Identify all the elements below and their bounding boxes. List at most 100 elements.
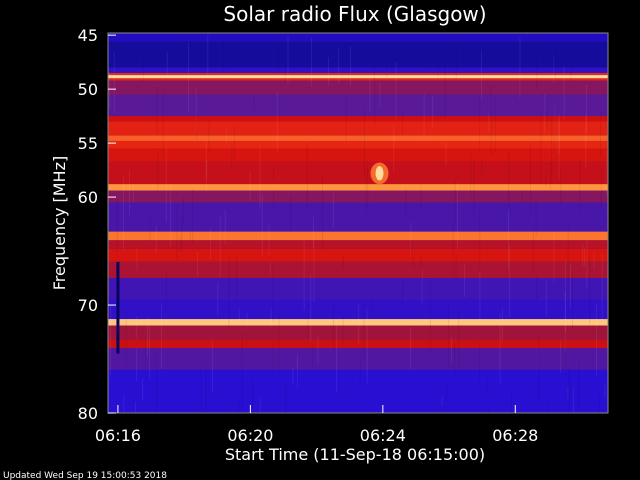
noise-streak [379, 83, 381, 108]
noise-streak [249, 171, 251, 202]
noise-streak [569, 370, 571, 405]
noise-streak [570, 264, 572, 309]
frequency-band [108, 121, 608, 136]
noise-streak [586, 238, 588, 289]
frequency-band [108, 278, 608, 300]
noise-streak [444, 62, 446, 119]
noise-streak [530, 142, 532, 213]
noise-streak [272, 266, 274, 322]
noise-streak [499, 313, 501, 385]
noise-streak [142, 377, 144, 401]
noise-streak [593, 251, 595, 271]
noise-streak [427, 57, 429, 69]
noise-streak [573, 388, 575, 413]
noise-streak [519, 37, 521, 99]
noise-streak [116, 200, 118, 253]
noise-streak [156, 349, 158, 413]
noise-streak [402, 280, 404, 292]
noise-streak [421, 269, 423, 305]
noise-streak [241, 334, 243, 409]
noise-streak [165, 147, 167, 223]
noise-streak [455, 254, 457, 282]
y-tick-label: 45 [78, 26, 98, 45]
noise-streak [223, 35, 225, 75]
noise-streak [405, 188, 407, 221]
noise-streak [338, 47, 340, 84]
noise-streak [246, 312, 248, 328]
frequency-band [108, 190, 608, 203]
noise-streak [441, 394, 443, 406]
noise-streak [578, 362, 580, 413]
noise-streak [136, 348, 138, 382]
x-tick-label: 06:28 [492, 426, 538, 445]
noise-streak [224, 209, 226, 245]
noise-streak [564, 259, 566, 333]
data-gap [116, 261, 120, 354]
noise-streak [547, 402, 549, 413]
noise-streak [533, 33, 535, 54]
noise-streak [284, 59, 286, 84]
y-axis-label: Frequency [MHz] [50, 156, 69, 290]
noise-streak [209, 228, 211, 260]
noise-streak [231, 143, 233, 172]
noise-streak [207, 34, 209, 78]
frequency-band [108, 41, 608, 68]
noise-streak [454, 180, 456, 226]
noise-streak [536, 276, 538, 300]
noise-streak [113, 52, 115, 113]
noise-streak [273, 191, 275, 209]
noise-streak [311, 37, 313, 87]
noise-streak [535, 202, 537, 237]
noise-streak [155, 225, 157, 253]
noise-streak [544, 93, 546, 135]
x-axis: 06:16 06:20 06:24 06:28 [95, 405, 538, 445]
noise-streak [149, 216, 151, 243]
noise-streak [446, 385, 448, 402]
noise-streak [322, 175, 324, 250]
noise-streak [187, 42, 189, 112]
x-tick-label: 06:16 [95, 426, 141, 445]
noise-streak [451, 337, 453, 362]
noise-streak [413, 256, 415, 268]
noise-streak [567, 386, 569, 399]
frequency-band [108, 299, 608, 320]
noise-streak [410, 327, 412, 370]
noise-streak [157, 150, 159, 191]
frequency-band [108, 240, 608, 249]
noise-streak [219, 215, 221, 278]
frequency-band [108, 116, 608, 122]
noise-streak [161, 304, 163, 370]
x-axis-label: Start Time (11-Sep-18 06:15:00) [225, 445, 485, 464]
noise-streak [192, 189, 194, 245]
noise-streak [156, 87, 158, 134]
frequency-band [108, 78, 608, 81]
noise-streak [317, 335, 319, 364]
noise-streak [553, 231, 555, 283]
noise-streak [205, 139, 207, 193]
noise-streak [563, 65, 565, 119]
noise-streak [549, 162, 551, 192]
noise-streak [374, 59, 376, 126]
noise-streak [278, 314, 280, 372]
noise-streak [236, 257, 238, 302]
noise-streak [479, 206, 481, 271]
noise-streak [558, 113, 560, 154]
noise-streak [122, 177, 124, 251]
noise-streak [586, 84, 588, 133]
frequency-band [108, 184, 608, 191]
noise-streak [189, 228, 191, 241]
noise-streak [144, 336, 146, 371]
frequency-band [108, 202, 608, 232]
noise-streak [272, 340, 274, 370]
frequency-band [108, 369, 608, 413]
spectrogram-heatmap [108, 33, 608, 413]
noise-streak [589, 253, 591, 325]
noise-streak [363, 304, 365, 360]
noise-streak [508, 208, 510, 270]
noise-streak [270, 308, 272, 328]
noise-streak [200, 363, 202, 413]
noise-streak [479, 93, 481, 151]
noise-streak [268, 225, 270, 256]
noise-streak [196, 251, 198, 277]
